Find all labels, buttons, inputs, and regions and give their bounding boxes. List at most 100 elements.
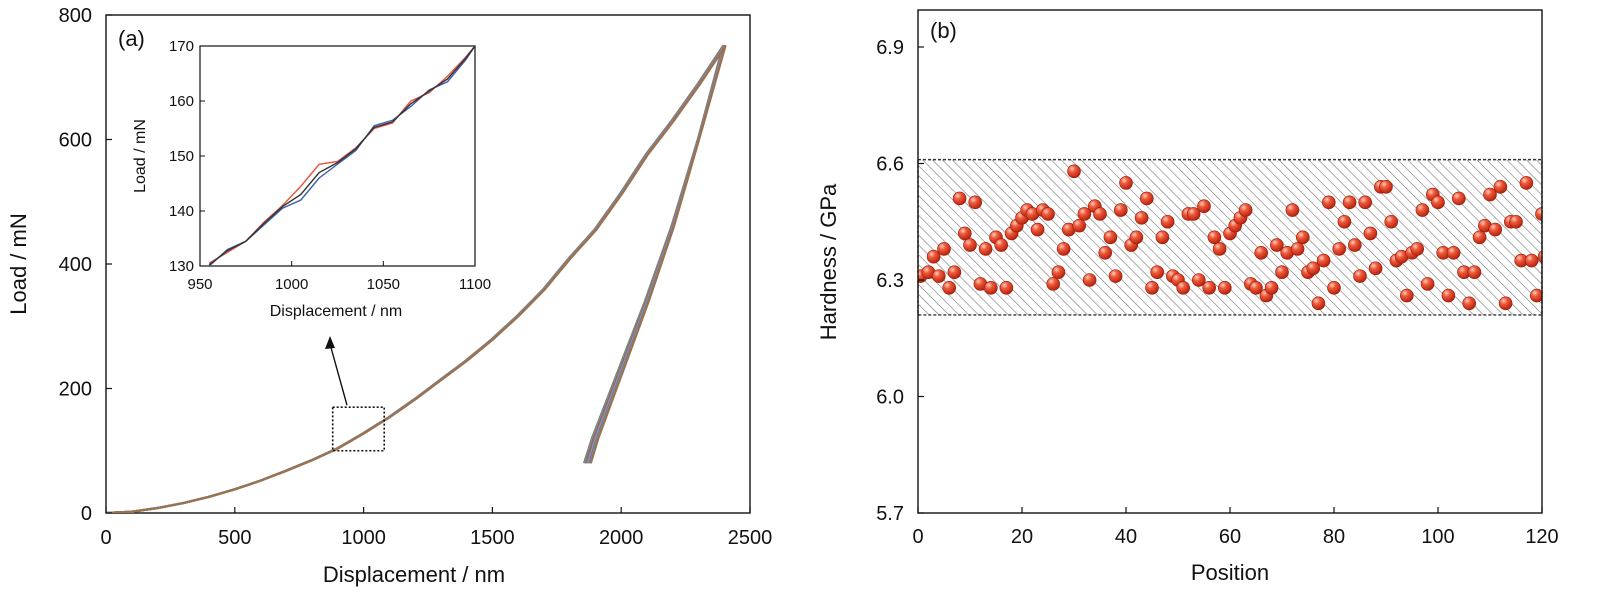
inset-y-tick-label: 130 [169, 258, 194, 275]
panel-a-y-tick-label: 0 [81, 503, 92, 525]
hardness-point [1134, 211, 1149, 225]
hardness-point [1535, 207, 1542, 221]
hardness-point [994, 238, 1009, 252]
hardness-point [1363, 226, 1378, 241]
hardness-point [1290, 242, 1305, 256]
hardness-point [1160, 214, 1175, 229]
hardness-point [1108, 269, 1123, 283]
hardness-point [1410, 242, 1424, 256]
hardness-point [1212, 242, 1227, 256]
inset-x-axis-label: Displacement / nm [270, 303, 403, 320]
hardness-point [1379, 180, 1393, 194]
hardness-point [1368, 261, 1383, 276]
panel-a-y-axis-label: Load / mN [6, 213, 31, 315]
panel-b-y-tick-label: 6.6 [876, 154, 904, 176]
panel-a-y-tick-label: 200 [59, 379, 92, 401]
hardness-point [1103, 230, 1118, 245]
hardness-point [1415, 203, 1430, 217]
inset-x-tick-label: 1050 [367, 276, 400, 293]
inset-x-tick-label: 950 [187, 276, 212, 293]
hardness-point [1176, 280, 1190, 295]
hardness-point [963, 238, 977, 252]
hardness-point [1467, 265, 1482, 280]
hardness-point [1067, 164, 1081, 179]
panel-a-y-tick-label: 800 [59, 5, 92, 27]
panel-a-x-tick-label: 1500 [470, 527, 515, 549]
hardness-point [1311, 296, 1326, 311]
hardness-point [1498, 296, 1513, 311]
hardness-point [931, 269, 946, 283]
panel-a-x-tick-label: 1000 [341, 527, 386, 549]
inset-y-ticks: 130 140 150 160 170 [169, 38, 205, 275]
panel-b-x-tick-label: 60 [1219, 526, 1241, 548]
hardness-point [1202, 280, 1216, 295]
panel-b-y-tick-label: 6.3 [876, 270, 904, 292]
hardness-point [1140, 191, 1154, 206]
hardness-point [1155, 230, 1170, 245]
hardness-point [1197, 199, 1211, 214]
panel-b-y-axis-label: Hardness / GPa [816, 183, 841, 340]
hardness-point [1114, 203, 1128, 217]
hardness-point [1519, 176, 1534, 190]
hardness-point [1452, 191, 1466, 206]
hardness-point [1051, 265, 1066, 280]
hardness-point [983, 280, 998, 295]
panel-b-hardness: (b) 0 20 40 60 80 100 120 5.7 6.0 6.3 6.6 6.9 Posi… [816, 9, 1559, 585]
zoom-arrowhead [325, 336, 335, 349]
hardness-point [942, 280, 957, 295]
hardness-point [1353, 269, 1367, 283]
panel-a-x-tick-label: 500 [218, 527, 251, 549]
hardness-point [926, 249, 941, 264]
hardness-point [1316, 253, 1331, 268]
inset-y-axis-label: Load / mN [132, 119, 149, 193]
inset-frame [199, 45, 476, 267]
inset-y-tick-label: 140 [169, 203, 194, 220]
hardness-point [1348, 238, 1362, 252]
panel-a-x-tick-label: 2000 [599, 527, 644, 549]
hardness-point [952, 191, 967, 206]
panel-b-x-tick-label: 100 [1421, 526, 1454, 548]
panel-a-y-ticks: 0 200 400 600 800 [59, 5, 112, 525]
panel-b-y-tick-label: 5.7 [876, 503, 904, 525]
panel-a-x-tick-label: 0 [100, 527, 111, 549]
hardness-point [1446, 246, 1461, 260]
hardness-point [1327, 280, 1341, 295]
panel-b-x-ticks: 0 20 40 60 80 100 120 [912, 507, 1559, 548]
hardness-point [978, 242, 993, 256]
hardness-point [1098, 246, 1112, 260]
hardness-point [1493, 180, 1508, 194]
hardness-point [1509, 214, 1523, 229]
panel-a-x-tick-label: 2500 [728, 527, 773, 549]
hardness-point [1306, 261, 1320, 276]
hardness-point [937, 242, 951, 256]
inset-x-tick-label: 1000 [275, 276, 308, 293]
hardness-point [1077, 207, 1092, 221]
panel-b-x-tick-label: 0 [912, 526, 923, 548]
hardness-point [1207, 230, 1222, 245]
hardness-point [1462, 296, 1476, 311]
inset-y-tick-label: 150 [169, 148, 194, 165]
hardness-point [957, 226, 972, 241]
hardness-point [1145, 280, 1159, 295]
hardness-point [1530, 288, 1542, 303]
panel-a-y-tick-label: 600 [59, 130, 92, 152]
hardness-point [947, 265, 962, 280]
inset-y-tick-label: 170 [169, 38, 194, 55]
panel-b-x-tick-label: 20 [1011, 526, 1033, 548]
hardness-point [1431, 195, 1445, 210]
hardness-point [1072, 218, 1086, 233]
load-unload-curve [106, 45, 727, 513]
hardness-point [1254, 246, 1268, 260]
inset-series [208, 46, 475, 266]
hardness-point [1119, 176, 1133, 190]
hardness-point [1488, 222, 1502, 237]
hardness-point [1046, 277, 1060, 291]
hardness-point [1384, 214, 1398, 229]
hardness-point [1296, 230, 1310, 245]
hardness-point [1082, 273, 1097, 287]
hardness-point [1358, 195, 1372, 210]
hardness-point [1524, 253, 1539, 268]
panel-a-load-displacement: (a) 0 500 1000 1500 2000 2500 0 200 400 600 800 D… [6, 5, 772, 587]
panel-b-x-tick-label: 120 [1525, 526, 1558, 548]
hardness-point [1337, 214, 1352, 229]
